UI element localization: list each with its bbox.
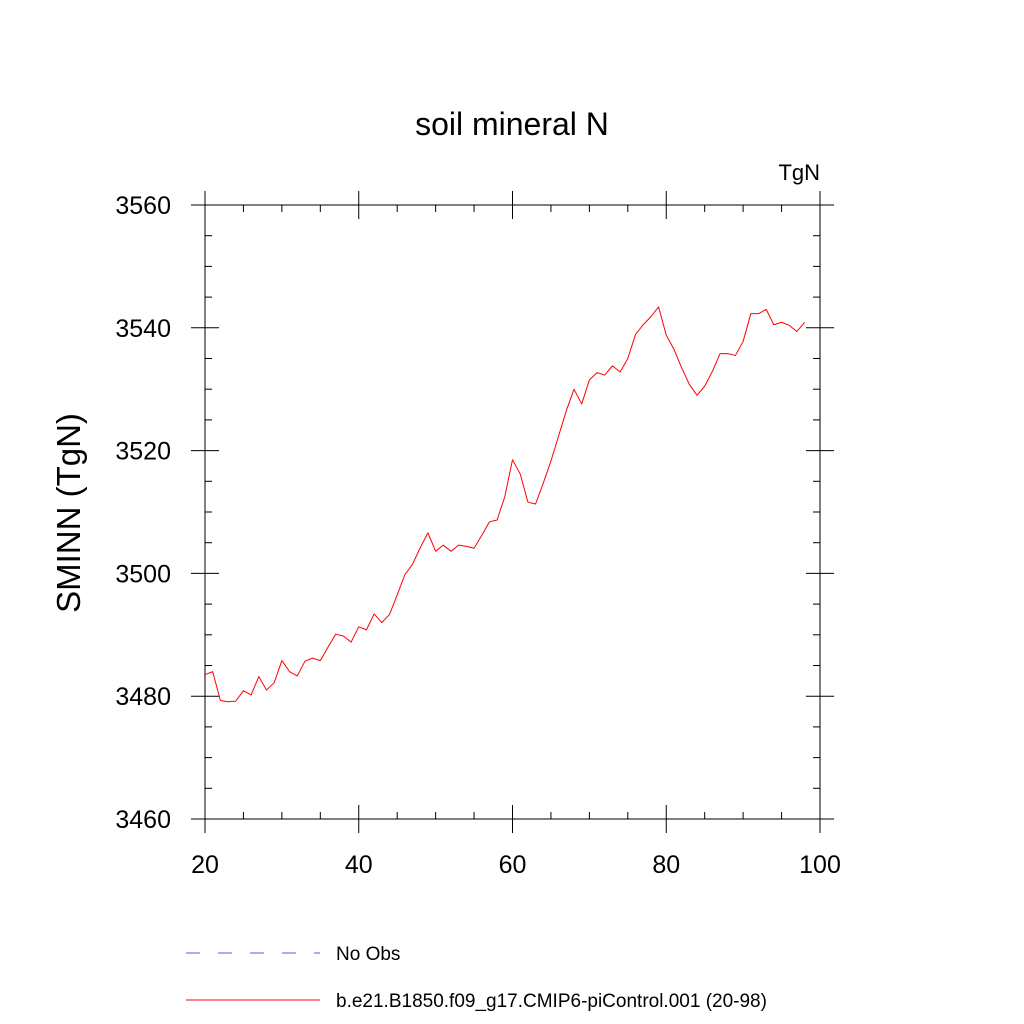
legend-label-no-obs: No Obs <box>336 944 400 965</box>
legend: No Obs b.e21.B1850.f09_g17.CMIP6-piContr… <box>186 944 767 1012</box>
y-tick-label: 3500 <box>115 560 171 588</box>
x-tick-label: 80 <box>652 851 680 879</box>
y-tick-label: 3520 <box>115 438 171 466</box>
series-line <box>204 306 806 703</box>
y-tick-label: 3540 <box>115 315 171 343</box>
x-tick-label: 100 <box>799 851 841 879</box>
y-tick-label: 3560 <box>115 192 171 220</box>
x-tick-label: 40 <box>345 851 373 879</box>
y-axis-label: SMINN (TgN) <box>50 413 87 613</box>
x-tick-label: 60 <box>499 851 527 879</box>
plot-frame <box>204 204 821 820</box>
units-label: TgN <box>778 160 820 185</box>
axes: 20 40 60 80 100 3460 3480 3500 3520 3540 3560 <box>115 191 841 879</box>
series-layer <box>204 306 806 703</box>
x-tick-label: 20 <box>191 851 219 879</box>
y-tick-label: 3460 <box>115 806 171 834</box>
legend-label-picontrol: b.e21.B1850.f09_g17.CMIP6-piControl.001 … <box>336 991 767 1012</box>
chart-title: soil mineral N <box>415 106 609 142</box>
y-tick-label: 3480 <box>115 683 171 711</box>
